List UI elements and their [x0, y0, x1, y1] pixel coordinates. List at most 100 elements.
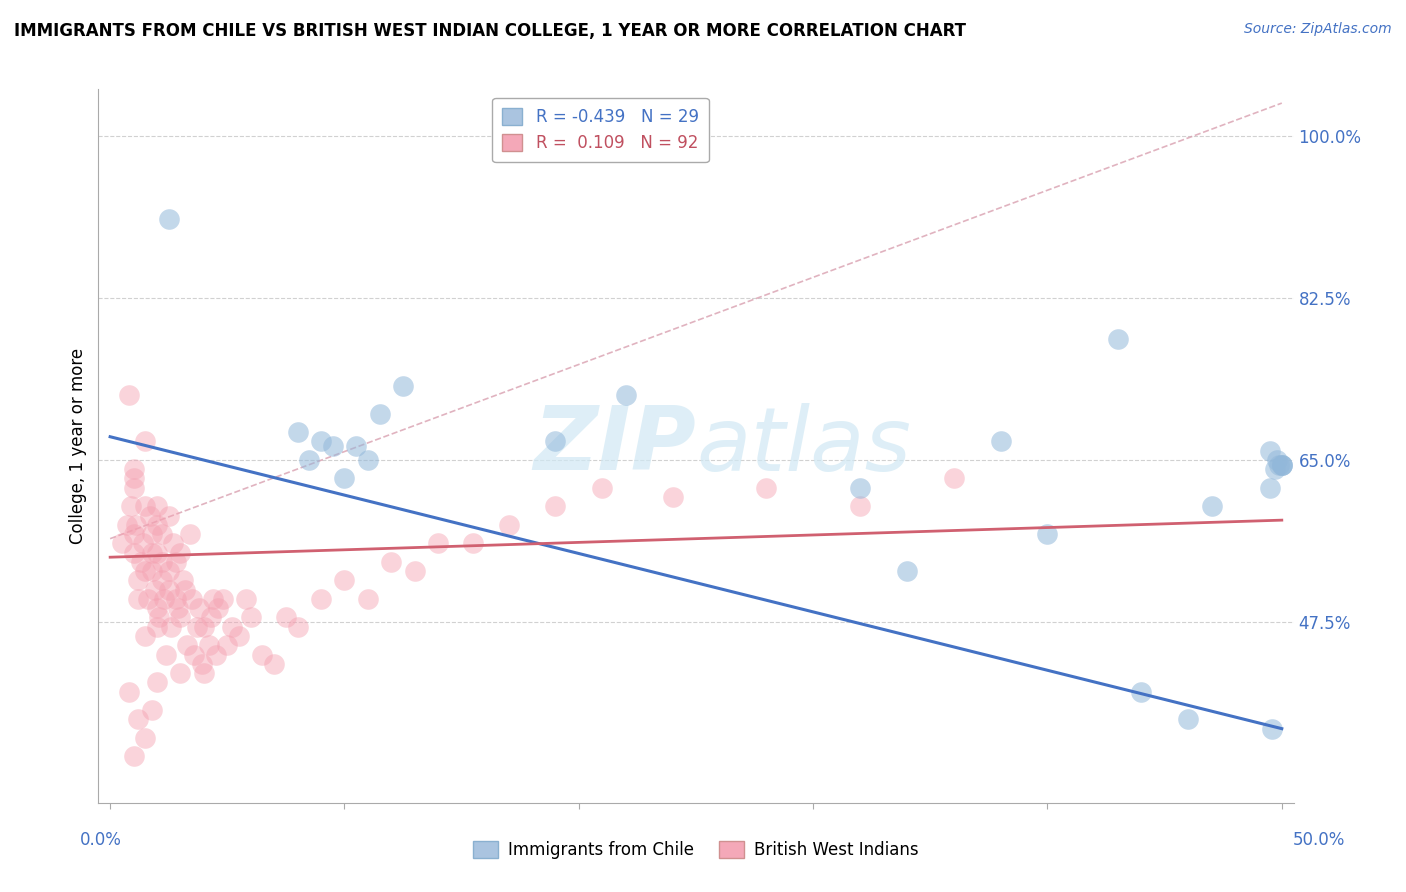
- Y-axis label: College, 1 year or more: College, 1 year or more: [69, 348, 87, 544]
- Point: [118, 684, 141, 698]
- Point: [1265, 453, 1288, 467]
- Point: [127, 591, 149, 606]
- Point: [1271, 458, 1294, 472]
- Point: [263, 657, 285, 671]
- Text: 0.0%: 0.0%: [80, 831, 122, 849]
- Point: [122, 545, 145, 559]
- Point: [174, 582, 197, 597]
- Point: [228, 629, 250, 643]
- Point: [298, 453, 321, 467]
- Point: [169, 666, 191, 681]
- Point: [1258, 443, 1281, 458]
- Point: [169, 610, 191, 624]
- Point: [165, 591, 187, 606]
- Text: atlas: atlas: [696, 403, 911, 489]
- Point: [357, 591, 380, 606]
- Point: [134, 629, 156, 643]
- Point: [990, 434, 1012, 449]
- Point: [141, 564, 163, 578]
- Point: [179, 527, 201, 541]
- Point: [150, 574, 173, 588]
- Point: [544, 500, 567, 514]
- Point: [122, 481, 145, 495]
- Point: [186, 620, 208, 634]
- Point: [1271, 458, 1294, 472]
- Point: [172, 574, 194, 588]
- Point: [150, 527, 173, 541]
- Point: [392, 378, 415, 392]
- Point: [111, 536, 134, 550]
- Point: [849, 481, 872, 495]
- Point: [157, 508, 180, 523]
- Point: [134, 500, 156, 514]
- Point: [235, 591, 257, 606]
- Point: [143, 582, 166, 597]
- Point: [125, 517, 148, 532]
- Point: [287, 620, 309, 634]
- Point: [287, 425, 309, 439]
- Point: [1130, 684, 1153, 698]
- Point: [146, 517, 169, 532]
- Point: [849, 500, 872, 514]
- Point: [181, 591, 204, 606]
- Point: [155, 648, 177, 662]
- Point: [274, 610, 297, 624]
- Point: [427, 536, 450, 550]
- Point: [122, 527, 145, 541]
- Point: [200, 610, 222, 624]
- Point: [1036, 527, 1059, 541]
- Point: [157, 211, 180, 226]
- Point: [157, 582, 180, 597]
- Point: [896, 564, 918, 578]
- Point: [1261, 722, 1284, 736]
- Point: [190, 657, 212, 671]
- Point: [207, 601, 229, 615]
- Point: [115, 517, 138, 532]
- Point: [463, 536, 485, 550]
- Point: [157, 564, 180, 578]
- Point: [380, 555, 402, 569]
- Point: [132, 536, 155, 550]
- Point: [344, 439, 367, 453]
- Point: [127, 712, 149, 726]
- Point: [141, 545, 163, 559]
- Point: [141, 527, 163, 541]
- Point: [1264, 462, 1286, 476]
- Legend: Immigrants from Chile, British West Indians: Immigrants from Chile, British West Indi…: [467, 834, 925, 866]
- Point: [129, 555, 152, 569]
- Point: [755, 481, 778, 495]
- Point: [134, 564, 156, 578]
- Point: [1271, 458, 1294, 472]
- Point: [357, 453, 380, 467]
- Point: [146, 500, 169, 514]
- Point: [333, 471, 356, 485]
- Point: [252, 648, 274, 662]
- Point: [165, 555, 187, 569]
- Point: [217, 638, 239, 652]
- Point: [146, 675, 169, 690]
- Point: [942, 471, 965, 485]
- Point: [120, 500, 142, 514]
- Point: [148, 610, 170, 624]
- Point: [239, 610, 262, 624]
- Point: [162, 536, 184, 550]
- Point: [193, 666, 215, 681]
- Point: [153, 591, 176, 606]
- Point: [150, 555, 173, 569]
- Point: [134, 731, 156, 745]
- Text: IMMIGRANTS FROM CHILE VS BRITISH WEST INDIAN COLLEGE, 1 YEAR OR MORE CORRELATION: IMMIGRANTS FROM CHILE VS BRITISH WEST IN…: [14, 22, 966, 40]
- Point: [134, 434, 156, 449]
- Point: [122, 749, 145, 764]
- Point: [544, 434, 567, 449]
- Point: [183, 648, 205, 662]
- Point: [1107, 333, 1129, 347]
- Point: [167, 601, 190, 615]
- Point: [211, 591, 233, 606]
- Point: [661, 490, 683, 504]
- Point: [197, 638, 219, 652]
- Point: [404, 564, 426, 578]
- Text: 50.0%: 50.0%: [1292, 831, 1346, 849]
- Point: [309, 591, 332, 606]
- Point: [160, 620, 183, 634]
- Point: [333, 574, 356, 588]
